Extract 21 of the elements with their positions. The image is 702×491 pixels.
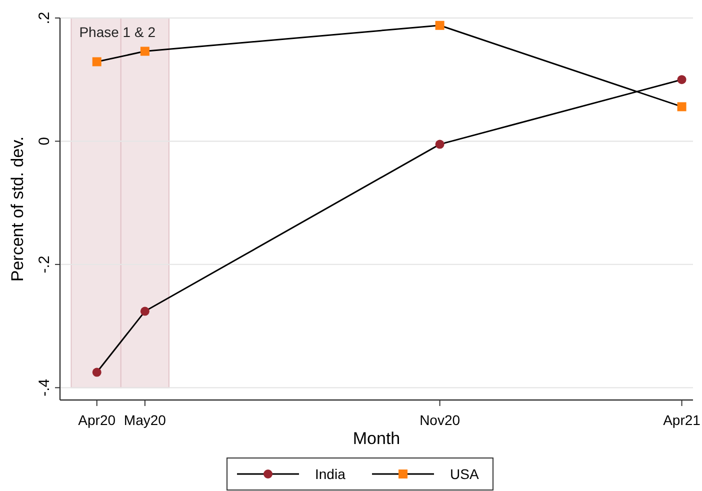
point [140, 306, 150, 316]
x-tick-label: Nov20 [420, 412, 460, 428]
point [92, 57, 102, 66]
y-tick-label: -.2 [36, 256, 53, 274]
point [677, 75, 686, 84]
point [140, 46, 150, 56]
x-tick-label: May20 [124, 412, 166, 428]
point [435, 20, 444, 30]
x-tick-label: Apr20 [78, 412, 116, 428]
y-tick-label: .2 [36, 12, 53, 24]
y-tick-label: -.4 [36, 378, 53, 396]
point [435, 140, 444, 149]
x-axis-title: Month [352, 429, 400, 448]
point [92, 368, 102, 377]
y-tick-label: 0 [36, 137, 53, 146]
legend-label: USA [450, 466, 480, 482]
x-tick-label: Apr21 [663, 412, 701, 428]
legend-label: India [315, 466, 346, 482]
y-axis-title: Percent of std. dev. [8, 136, 27, 282]
point [677, 102, 686, 112]
annotation: Phase 1 & 2 [79, 24, 156, 40]
